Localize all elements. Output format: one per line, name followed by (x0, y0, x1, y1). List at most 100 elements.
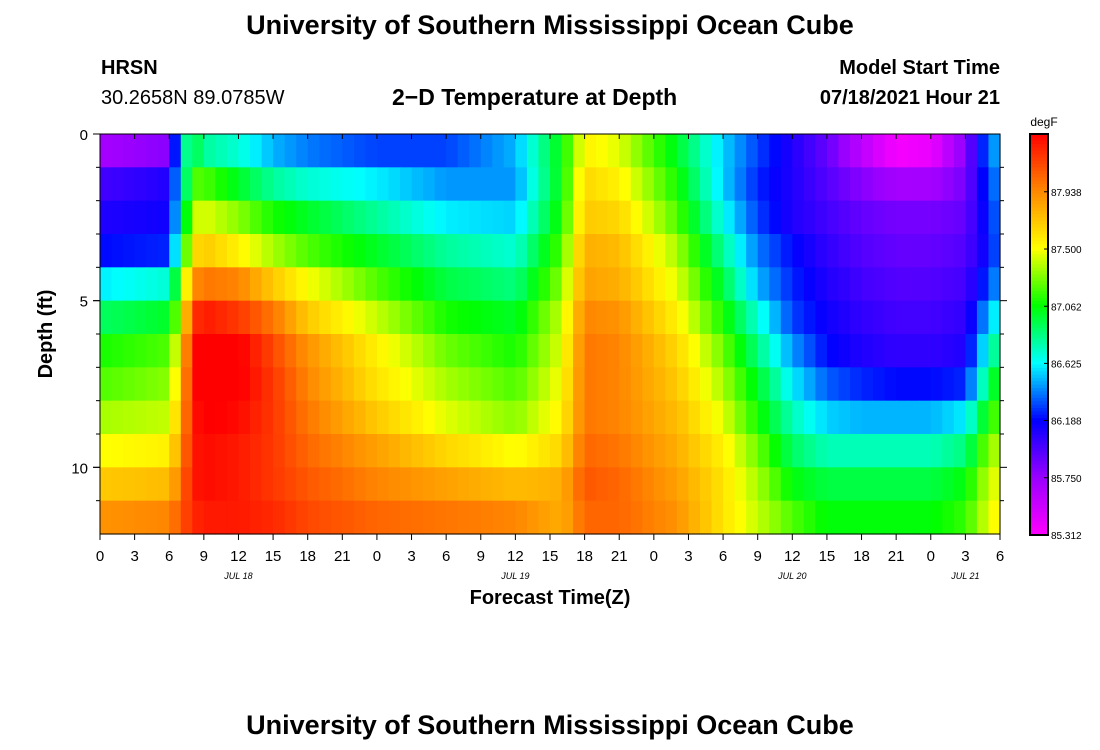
heatmap-cell (434, 500, 447, 535)
heatmap-cell (780, 234, 793, 268)
heatmap-cell (815, 500, 828, 535)
x-tick-label: 3 (961, 548, 969, 565)
heatmap-cell (492, 400, 505, 435)
heatmap-cell (238, 200, 251, 235)
heatmap-cell (976, 367, 990, 402)
colorbar-swatch (1030, 177, 1048, 182)
x-tick-label: 21 (334, 548, 351, 565)
heatmap-cell (653, 134, 666, 168)
colorbar-swatch (1030, 281, 1048, 285)
heatmap-cell (307, 367, 320, 402)
heatmap-cell (250, 234, 263, 268)
heatmap-cell (307, 500, 320, 535)
heatmap-cell (284, 367, 297, 402)
heatmap-cell (353, 134, 366, 168)
heatmap-cell (630, 167, 643, 202)
heatmap-cell (273, 400, 286, 435)
colorbar-swatch (1030, 394, 1048, 399)
x-tick-label: 6 (165, 548, 173, 565)
heatmap-cell (757, 500, 770, 535)
heatmap-cell (273, 234, 286, 268)
heatmap-cell (619, 267, 632, 302)
heatmap-cell (757, 334, 770, 368)
heatmap-cell (838, 267, 851, 302)
heatmap-cell (769, 334, 782, 368)
heatmap-cell (192, 434, 205, 468)
heatmap-cell (780, 300, 793, 335)
heatmap-cell (284, 400, 297, 435)
colorbar-swatch (1030, 334, 1048, 339)
heatmap-cell (434, 134, 447, 168)
heatmap-cell (192, 167, 205, 202)
heatmap-cell (203, 134, 216, 168)
heatmap-cell (734, 500, 747, 535)
heatmap-cell (746, 200, 759, 235)
heatmap-cell (561, 334, 574, 368)
colorbar-swatch (1030, 174, 1048, 179)
colorbar-swatch (1030, 187, 1048, 192)
heatmap-cell (711, 334, 724, 368)
colorbar-tick-label: 85.750 (1051, 474, 1082, 485)
colorbar-frame (1029, 133, 1049, 536)
heatmap-cell (930, 134, 943, 168)
colorbar-swatch (1030, 264, 1048, 269)
heatmap-cell (711, 400, 724, 435)
heatmap-cell (665, 200, 678, 235)
heatmap-cell (180, 234, 193, 268)
heatmap-cell (203, 267, 216, 302)
heatmap-cell (503, 300, 516, 335)
heatmap-cell (630, 267, 643, 302)
heatmap-cell (907, 167, 920, 202)
heatmap-cell (215, 434, 228, 468)
heatmap-cell (953, 367, 966, 402)
heatmap-cell (746, 500, 759, 535)
heatmap-cell (573, 500, 586, 535)
heatmap-cell (203, 467, 216, 502)
heatmap-cell (515, 434, 528, 468)
heatmap-cell (319, 400, 332, 435)
colorbar-swatch (1030, 210, 1048, 215)
heatmap-cell (400, 167, 413, 202)
heatmap-cell (596, 200, 609, 235)
x-tick-label: 0 (927, 548, 935, 565)
heatmap-cell (642, 134, 655, 168)
heatmap-cell (769, 367, 782, 402)
heatmap-cell (850, 134, 863, 168)
date-label: JUL 20 (777, 571, 806, 581)
heatmap-cell (526, 367, 540, 402)
heatmap-cell (792, 167, 805, 202)
heatmap-cell (273, 167, 286, 202)
heatmap-cell (688, 400, 701, 435)
heatmap-cell (757, 134, 770, 168)
heatmap-cell (815, 400, 828, 435)
heatmap-cell (953, 200, 966, 235)
heatmap-cell (515, 334, 528, 368)
heatmap-cell (423, 300, 436, 335)
heatmap-cell (480, 334, 493, 368)
heatmap-cell (515, 200, 528, 235)
heatmap-cell (353, 234, 366, 268)
heatmap-cell (492, 134, 505, 168)
heatmap-cell (561, 400, 574, 435)
heatmap-cell (261, 334, 274, 368)
heatmap-cell (942, 167, 955, 202)
heatmap-cell (653, 300, 666, 335)
heatmap-cell (388, 300, 401, 335)
heatmap-cell (411, 200, 424, 235)
heatmap-cell (734, 234, 747, 268)
heatmap-cell (676, 334, 690, 368)
heatmap-cell (792, 200, 805, 235)
colorbar-tick-label: 87.938 (1051, 188, 1082, 199)
heatmap-cell (342, 200, 355, 235)
heatmap-cell (896, 267, 909, 302)
heatmap-cell (907, 200, 920, 235)
colorbar-swatch (1030, 374, 1048, 379)
colorbar-swatch (1030, 140, 1048, 145)
heatmap-cell (457, 467, 470, 502)
heatmap-cell (930, 200, 943, 235)
heatmap-cell (146, 167, 159, 202)
heatmap-cell (492, 300, 505, 335)
heatmap-cell (296, 367, 309, 402)
heatmap-cell (469, 134, 482, 168)
